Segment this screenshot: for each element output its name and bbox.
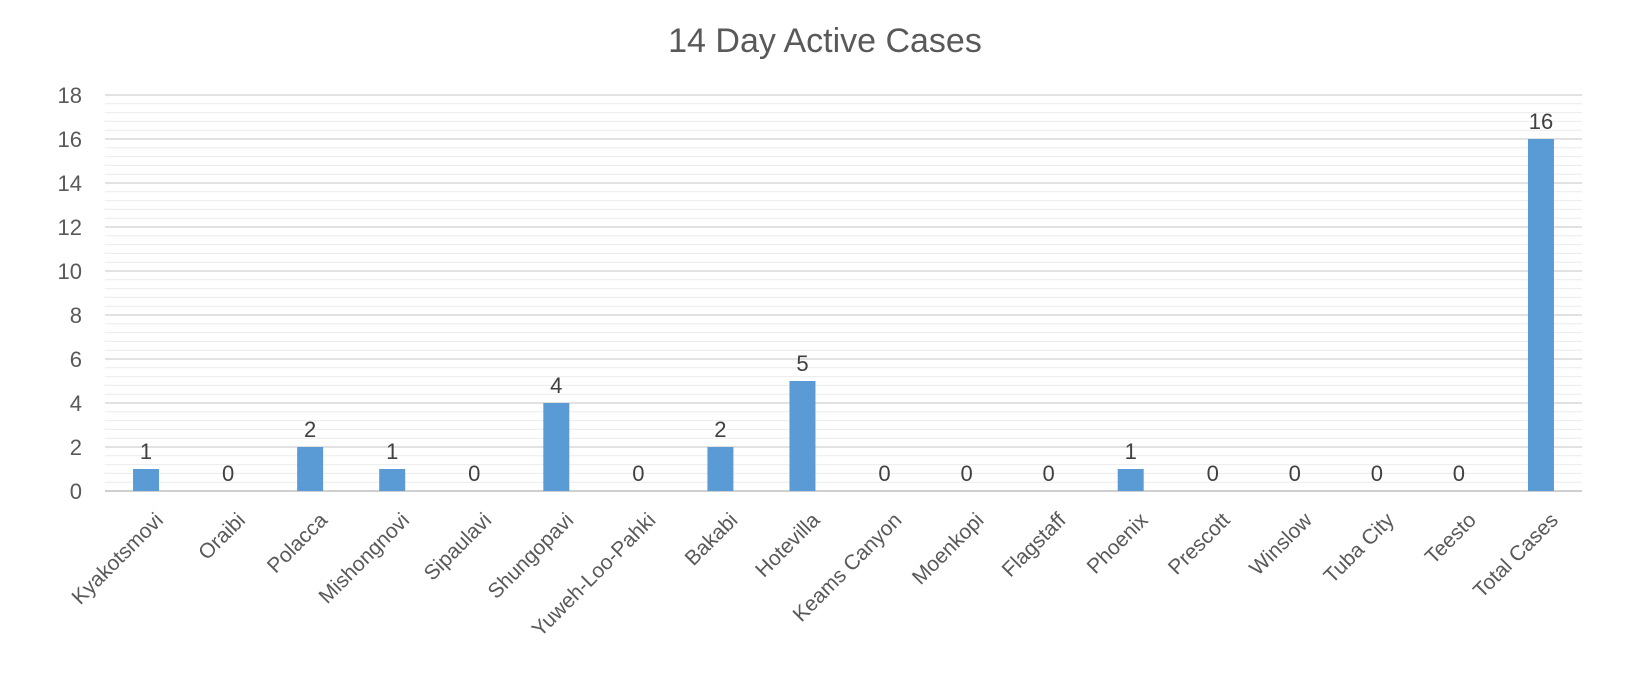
chart-title: 14 Day Active Cases xyxy=(668,22,982,60)
data-label: 5 xyxy=(796,351,808,376)
data-label: 0 xyxy=(1043,461,1055,486)
y-tick-label: 0 xyxy=(70,479,82,504)
gridlines xyxy=(105,94,1582,492)
data-label: 16 xyxy=(1529,109,1553,134)
data-label: 0 xyxy=(1207,461,1219,486)
data-label: 0 xyxy=(1371,461,1383,486)
y-tick-label: 16 xyxy=(58,127,82,152)
x-category-label: Moenkopi xyxy=(908,509,989,590)
x-category-label: Oraibi xyxy=(194,509,250,565)
x-category-label: Total Cases xyxy=(1469,509,1563,603)
data-label: 0 xyxy=(878,461,890,486)
data-label: 1 xyxy=(386,439,398,464)
y-tick-label: 8 xyxy=(70,303,82,328)
data-label: 2 xyxy=(714,417,726,442)
data-label: 0 xyxy=(222,461,234,486)
bar xyxy=(543,403,570,491)
y-tick-label: 14 xyxy=(58,171,82,196)
y-tick-label: 6 xyxy=(70,347,82,372)
data-label: 0 xyxy=(1453,461,1465,486)
data-label: 2 xyxy=(304,417,316,442)
bar xyxy=(297,447,324,491)
bar xyxy=(707,447,734,491)
x-category-label: Flagstaff xyxy=(998,509,1071,582)
data-label: 0 xyxy=(632,461,644,486)
data-label: 0 xyxy=(1289,461,1301,486)
y-tick-label: 2 xyxy=(70,435,82,460)
bar xyxy=(1527,139,1554,491)
data-label: 0 xyxy=(468,461,480,486)
data-label: 1 xyxy=(140,439,152,464)
x-category-label: Teesto xyxy=(1421,509,1481,569)
x-category-label: Hotevilla xyxy=(751,508,824,581)
bar xyxy=(133,469,160,491)
x-category-label: Sipaulavi xyxy=(420,509,497,586)
y-tick-label: 12 xyxy=(58,215,82,240)
x-category-label: Winslow xyxy=(1245,508,1317,580)
y-tick-label: 4 xyxy=(70,391,82,416)
x-category-label: Tuba City xyxy=(1320,508,1400,588)
y-tick-label: 10 xyxy=(58,259,82,284)
x-category-label: Bakabi xyxy=(681,509,743,571)
data-label: 4 xyxy=(550,373,562,398)
bar xyxy=(379,469,406,491)
x-category-label: Prescott xyxy=(1164,509,1235,580)
x-category-label: Phoenix xyxy=(1083,508,1153,578)
x-category-label: Kyakotsmovi xyxy=(68,509,168,609)
bar xyxy=(789,381,816,491)
y-tick-label: 18 xyxy=(58,83,82,108)
data-label: 1 xyxy=(1125,439,1137,464)
data-label: 0 xyxy=(960,461,972,486)
bar xyxy=(1117,469,1144,491)
x-category-label: Polacca xyxy=(263,508,332,577)
